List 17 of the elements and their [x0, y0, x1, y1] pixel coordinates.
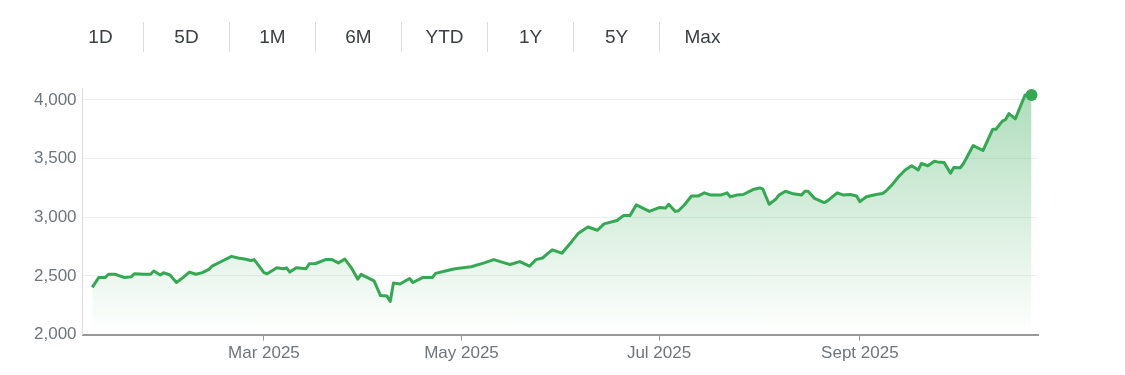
x-tick-label: Sept 2025 — [821, 343, 899, 363]
text: 1Y — [487, 22, 573, 52]
text: 6M — [315, 22, 401, 52]
y-tick-label: 2,000 — [33, 324, 77, 344]
text: 5D — [143, 22, 229, 52]
text: 1D — [87, 25, 114, 49]
x-tick-label: Jul 2025 — [626, 343, 692, 363]
x-tick-label: Mar 2025 — [228, 343, 300, 363]
y-tick-label: 4,000 — [33, 89, 77, 109]
text: YTD — [401, 22, 487, 52]
y-tick-label: 3,000 — [33, 206, 77, 226]
text: Max — [659, 22, 745, 52]
x-tick-label: May 2025 — [424, 343, 499, 363]
text: 1M — [229, 22, 315, 52]
y-tick-label: 3,500 — [33, 148, 77, 168]
y-tick-label: 2,500 — [33, 265, 77, 285]
text: 5Y — [573, 22, 659, 52]
